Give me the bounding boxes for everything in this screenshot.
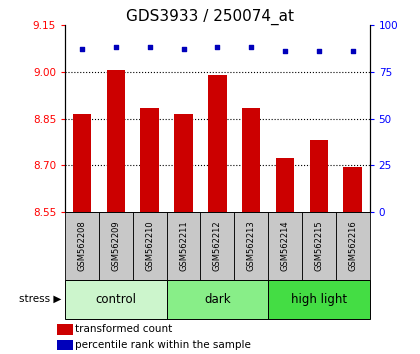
Text: percentile rank within the sample: percentile rank within the sample (75, 340, 251, 350)
Text: GDS3933 / 250074_at: GDS3933 / 250074_at (126, 9, 294, 25)
Bar (57, 340, 73, 350)
Bar (140, 108, 159, 212)
Text: GSM562214: GSM562214 (281, 221, 289, 272)
Bar (65, 280, 167, 319)
Text: high light: high light (291, 293, 347, 306)
Bar (344, 167, 362, 212)
Text: GSM562216: GSM562216 (348, 221, 357, 272)
Bar (234, 212, 268, 280)
Text: GSM562211: GSM562211 (179, 221, 188, 272)
Bar (310, 141, 328, 212)
Text: GSM562213: GSM562213 (247, 221, 256, 272)
Text: GSM562215: GSM562215 (314, 221, 323, 272)
Point (349, 48, 356, 54)
Bar (336, 212, 370, 280)
Text: stress ▶: stress ▶ (18, 294, 61, 304)
Bar (302, 212, 336, 280)
Bar (174, 114, 193, 212)
Text: GSM562209: GSM562209 (111, 221, 121, 272)
Bar (133, 212, 167, 280)
Bar (57, 324, 73, 335)
Bar (276, 158, 294, 212)
Text: GSM562210: GSM562210 (145, 221, 154, 272)
Bar (65, 212, 99, 280)
Bar (99, 212, 133, 280)
Bar (107, 70, 125, 212)
Bar (200, 212, 234, 280)
Bar (167, 212, 200, 280)
Text: dark: dark (204, 293, 231, 306)
Bar (268, 212, 302, 280)
Bar (208, 75, 227, 212)
Point (113, 45, 119, 50)
Bar (167, 280, 268, 319)
Text: transformed count: transformed count (75, 324, 173, 334)
Text: GSM562208: GSM562208 (78, 221, 87, 272)
Text: GSM562212: GSM562212 (213, 221, 222, 272)
Point (180, 46, 187, 52)
Point (79, 46, 85, 52)
Point (315, 48, 322, 54)
Bar (268, 280, 370, 319)
Point (248, 45, 255, 50)
Point (146, 45, 153, 50)
Point (214, 45, 221, 50)
Point (282, 48, 289, 54)
Bar (242, 108, 260, 212)
Bar (73, 114, 91, 212)
Text: control: control (95, 293, 136, 306)
